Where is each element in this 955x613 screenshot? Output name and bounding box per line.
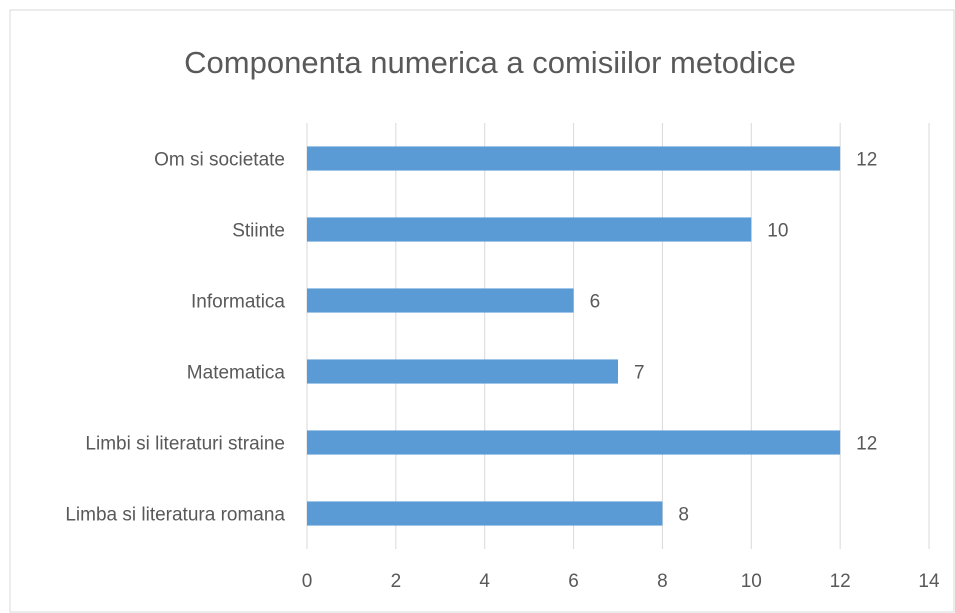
x-tick-label: 8 [657, 571, 668, 592]
x-tick-label: 12 [830, 571, 851, 592]
bar [307, 288, 574, 313]
chart-title: Componenta numerica a comisiilor metodic… [184, 45, 796, 80]
data-label: 12 [856, 434, 877, 455]
bar [307, 430, 841, 455]
y-tick-label: Om si societate [154, 150, 285, 171]
x-tick-label: 14 [918, 571, 940, 592]
data-label: 10 [767, 221, 788, 242]
bar [307, 217, 752, 242]
bar [307, 359, 618, 384]
data-label: 8 [678, 505, 689, 526]
x-tick-label: 4 [479, 571, 490, 592]
y-tick-label: Stiinte [232, 221, 285, 242]
y-tick-label: Matematica [187, 363, 286, 384]
x-tick-label: 2 [391, 571, 402, 592]
x-tick-label: 6 [568, 571, 579, 592]
bar [307, 146, 841, 171]
x-tick-label: 10 [741, 571, 762, 592]
y-tick-label: Limbi si literaturi straine [85, 434, 285, 455]
data-label: 6 [590, 292, 601, 313]
y-tick-label: Informatica [191, 292, 285, 313]
bar [307, 501, 663, 526]
y-tick-label: Limba si literatura romana [65, 505, 285, 526]
data-label: 7 [634, 363, 645, 384]
x-tick-label: 0 [302, 571, 313, 592]
data-label: 12 [856, 150, 877, 171]
